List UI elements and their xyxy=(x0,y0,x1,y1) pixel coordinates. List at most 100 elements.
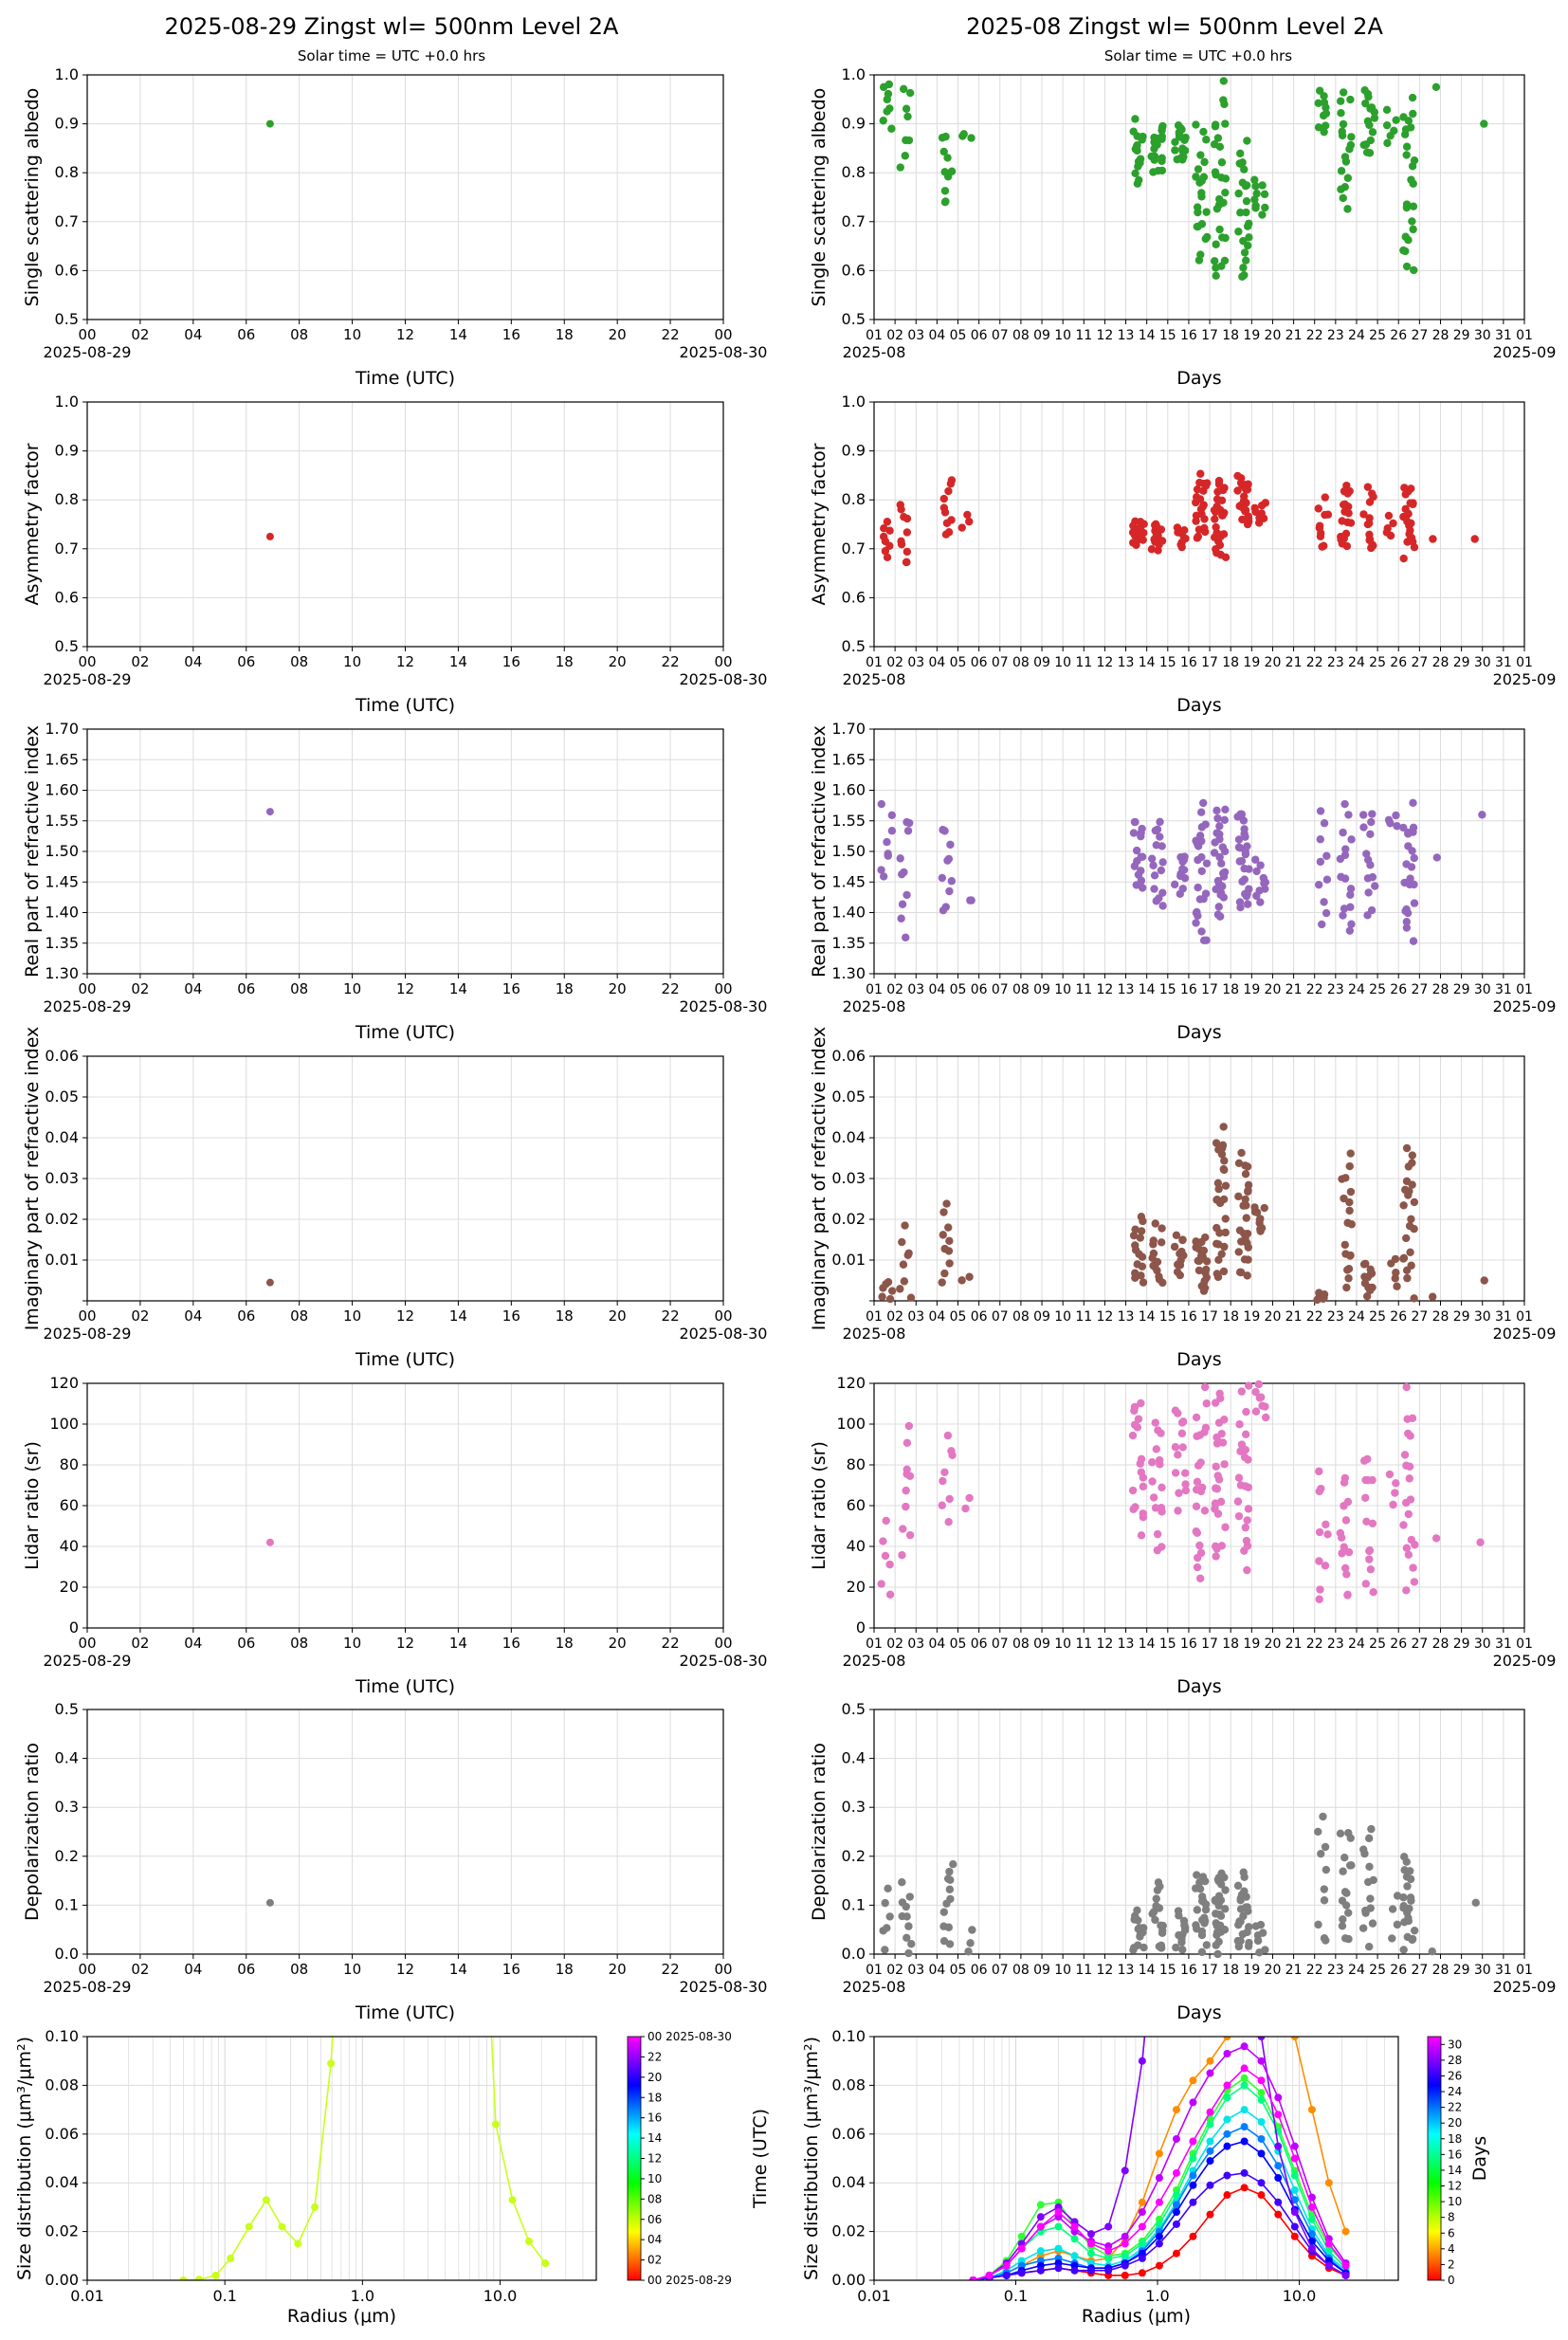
x-axis-label: Days xyxy=(1176,1349,1221,1370)
data-point xyxy=(1234,1159,1244,1167)
data-point xyxy=(1342,1283,1351,1292)
data-point xyxy=(1320,1934,1329,1943)
data-point xyxy=(882,1516,890,1526)
data-point xyxy=(1322,109,1331,118)
x-tick-label: 02 xyxy=(131,980,149,997)
data-point xyxy=(1171,1443,1180,1452)
data-point xyxy=(1192,919,1200,927)
y-tick-label: 1.70 xyxy=(45,720,79,738)
data-point xyxy=(943,1874,953,1883)
data-point xyxy=(885,1912,894,1921)
colorbar-tick-label: 20 xyxy=(1448,2116,1462,2130)
data-point xyxy=(1384,815,1394,825)
data-point xyxy=(1158,1543,1166,1551)
data-point xyxy=(1237,1148,1246,1158)
x-date-start: 2025-08 xyxy=(843,670,906,688)
data-point xyxy=(1402,1382,1411,1392)
data-point xyxy=(903,547,912,557)
data-point xyxy=(1131,817,1140,827)
data-point xyxy=(1407,484,1415,493)
series-point xyxy=(1036,2201,1045,2209)
data-point xyxy=(1407,1896,1415,1905)
data-point xyxy=(887,811,897,819)
x-date-end: 2025-09 xyxy=(1493,997,1557,1015)
x-tick-label: 04 xyxy=(184,1307,202,1325)
data-point xyxy=(1201,1233,1210,1242)
data-point xyxy=(1363,1454,1372,1464)
y-tick-label: 0.6 xyxy=(842,588,866,606)
x-tick-label: 12 xyxy=(1097,328,1114,343)
y-axis-label: Lidar ratio (sr) xyxy=(22,1441,43,1570)
data-point xyxy=(1133,1423,1142,1432)
x-tick-label: 21 xyxy=(1285,328,1303,343)
x-tick-label: 10 xyxy=(1054,1963,1071,1978)
x-tick-label: 0.1 xyxy=(1004,2287,1028,2305)
data-point xyxy=(1177,1429,1187,1438)
x-tick-label: 05 xyxy=(950,1309,967,1325)
data-point xyxy=(1432,853,1441,862)
x-tick-label: 04 xyxy=(184,653,202,670)
data-point xyxy=(1128,1431,1138,1440)
x-date-end: 2025-09 xyxy=(1493,1652,1557,1670)
data-point xyxy=(1157,866,1166,875)
data-point xyxy=(1251,1387,1260,1397)
data-point xyxy=(1211,120,1220,129)
data-point xyxy=(939,1476,947,1486)
series-point xyxy=(427,83,434,91)
series-point xyxy=(1172,2208,1180,2217)
data-point xyxy=(1383,138,1392,148)
series-point xyxy=(1155,2232,1163,2240)
axes-frame xyxy=(86,2036,597,2281)
data-point xyxy=(1242,1536,1251,1545)
data-point xyxy=(945,887,954,896)
y-tick-label: 1.55 xyxy=(45,812,79,830)
data-point xyxy=(1221,805,1230,814)
series-point xyxy=(1138,2254,1146,2262)
y-tick-label: 1.50 xyxy=(45,842,79,860)
data-point xyxy=(1239,264,1248,272)
data-point xyxy=(265,532,274,540)
y-tick-label: 0.5 xyxy=(842,637,866,655)
data-point xyxy=(1197,189,1206,197)
data-point xyxy=(1217,859,1226,868)
data-point xyxy=(1137,829,1145,837)
data-point xyxy=(1193,1528,1202,1537)
data-point xyxy=(1320,819,1329,828)
data-point xyxy=(1235,1226,1245,1234)
data-point xyxy=(1346,890,1355,899)
data-point xyxy=(966,1939,975,1947)
series-point xyxy=(1206,2210,1214,2219)
series-point xyxy=(1172,2191,1180,2200)
data-point xyxy=(1181,1469,1190,1477)
x-axis-label: Time (UTC) xyxy=(355,695,455,716)
y-tick-label: 0.06 xyxy=(831,2125,866,2143)
y-tick-label: 1.35 xyxy=(831,934,866,952)
data-point xyxy=(1403,1273,1412,1283)
series-point xyxy=(311,2203,319,2211)
x-tick-label: 20 xyxy=(609,326,627,343)
series-point xyxy=(1070,2252,1079,2260)
y-tick-label: 0.06 xyxy=(831,1047,866,1065)
x-tick-label: 22 xyxy=(1306,982,1323,997)
data-point xyxy=(1404,828,1413,837)
panel-right-depol: 01 02 03 04 05 06 07 08 09 10 11 12 13 14 15 16 17 18 19 20… xyxy=(809,1700,1556,2023)
data-point xyxy=(1368,872,1377,882)
x-tick-label: 12 xyxy=(396,326,414,343)
data-point xyxy=(1403,538,1412,546)
data-point xyxy=(885,526,894,535)
x-tick-label: 06 xyxy=(237,1961,255,1978)
data-point xyxy=(957,1276,966,1285)
data-point xyxy=(1365,1862,1374,1872)
data-point xyxy=(1195,478,1204,487)
data-point xyxy=(1153,825,1162,833)
data-point xyxy=(1220,815,1229,824)
x-axis-label: Days xyxy=(1176,1022,1221,1043)
data-point xyxy=(1220,1165,1229,1175)
data-point xyxy=(1192,1237,1200,1246)
data-point xyxy=(1338,1922,1347,1930)
data-point xyxy=(1402,923,1412,932)
data-point xyxy=(1174,1507,1182,1515)
data-point xyxy=(940,1244,949,1253)
colorbar-tick-label: 8 xyxy=(1448,2211,1455,2224)
